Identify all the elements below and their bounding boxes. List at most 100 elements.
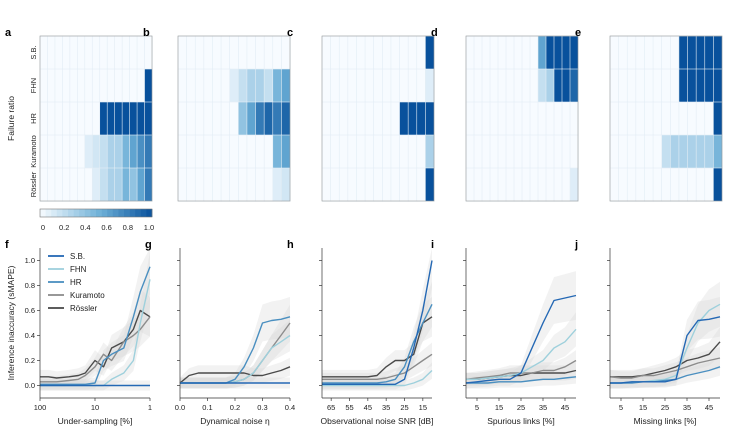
- heatmap-cell: [106, 167, 116, 202]
- heatmap-cell: [255, 68, 265, 103]
- heatmap-cell: [626, 35, 637, 70]
- heatmap-cell: [364, 35, 375, 70]
- heatmap-cell: [194, 134, 205, 169]
- colorbar-segment: [107, 209, 114, 217]
- x-axis-label: Missing links [%]: [634, 416, 697, 426]
- heatmap-cell: [537, 68, 547, 103]
- heatmap-cell: [220, 101, 231, 136]
- heatmap-cell: [203, 167, 214, 202]
- heatmap-cell: [687, 35, 697, 70]
- heatmap-cell: [54, 167, 64, 202]
- heatmap-cell: [481, 35, 491, 70]
- heatmap-cell: [62, 68, 71, 103]
- heatmap-cell: [545, 101, 555, 136]
- panel-label: i: [431, 239, 434, 251]
- heatmap-cell: [473, 167, 483, 202]
- heatmap-cell: [77, 101, 86, 136]
- heatmap-cell: [407, 167, 418, 202]
- heatmap-cell: [635, 101, 646, 136]
- colorbar-segment: [56, 209, 63, 217]
- colorbar-segment: [118, 209, 125, 217]
- x-tick-label: 45: [705, 403, 713, 412]
- x-tick-label: 0.0: [175, 403, 185, 412]
- panel-label: g: [145, 239, 152, 251]
- heatmap-cell: [505, 35, 515, 70]
- heatmap-cell: [220, 134, 231, 169]
- heatmap-cell: [84, 101, 93, 136]
- heatmap-cell: [246, 167, 257, 202]
- row-label: S.B.: [29, 45, 38, 59]
- heatmap-cell: [687, 134, 697, 169]
- x-tick-label: 15: [419, 403, 427, 412]
- x-tick-label: 1: [148, 403, 152, 412]
- x-tick-label: 15: [639, 403, 647, 412]
- x-tick-label: 100: [34, 403, 47, 412]
- heatmap-cell: [338, 134, 349, 169]
- heatmap-cell: [263, 167, 274, 202]
- heatmap-cell: [399, 134, 409, 169]
- heatmap-cell: [47, 35, 56, 70]
- heatmap-cell: [481, 101, 491, 136]
- uncertainty-band: [610, 327, 720, 384]
- uncertainty-band: [610, 347, 720, 385]
- heatmap-cell: [77, 134, 86, 169]
- colorbar-segment: [135, 209, 142, 217]
- colorbar-segment: [90, 209, 97, 217]
- y-tick-label: 1.0: [25, 256, 35, 265]
- colorbar-segment: [51, 209, 58, 217]
- colorbar: 0 0.2 0.4 0.6 0.8 1.0: [39, 208, 154, 232]
- heatmap-cell: [382, 68, 392, 103]
- x-tick-label: 55: [345, 403, 353, 412]
- heatmap-cell: [114, 167, 123, 202]
- series-line-rssler: [179, 366, 291, 384]
- heatmap-cell: [121, 134, 131, 169]
- uncertainty-band: [466, 271, 576, 389]
- heatmap-cell: [177, 167, 188, 202]
- plot-area: [322, 248, 432, 398]
- heatmap-cell: [489, 167, 499, 202]
- colorbar-frame: [39, 208, 153, 218]
- heatmap-cell: [129, 134, 138, 169]
- heatmap-cell: [618, 35, 628, 70]
- heatmap-cell: [321, 101, 332, 136]
- heatmap-cell: [481, 134, 491, 169]
- heatmap-cell: [330, 134, 340, 169]
- heatmap-cell: [39, 134, 49, 169]
- heatmap-cell: [618, 134, 628, 169]
- heatmap-cell: [54, 35, 64, 70]
- x-tick-label: 35: [382, 403, 390, 412]
- heatmap-cell: [373, 101, 383, 136]
- heatmap-cell: [407, 134, 418, 169]
- heatmap-cell: [99, 134, 108, 169]
- heatmap-cell: [626, 68, 637, 103]
- heatmap-cell: [144, 68, 153, 103]
- heatmap-cell: [553, 68, 563, 103]
- heatmap-cell: [203, 134, 214, 169]
- heatmap-cell: [106, 68, 116, 103]
- series-line-rssler: [322, 316, 433, 378]
- heatmap-cell: [144, 167, 153, 202]
- heatmap-cell: [497, 68, 507, 103]
- heatmap-cell: [695, 68, 706, 103]
- y-tick-label: 0.2: [25, 356, 35, 365]
- heatmap-cell: [513, 35, 523, 70]
- heatmap-cell: [416, 134, 426, 169]
- heatmap-cell: [255, 134, 265, 169]
- heatmap-cell: [569, 167, 579, 202]
- heatmap-cell: [661, 167, 671, 202]
- heatmap-cell: [561, 101, 571, 136]
- series-line-rssler: [40, 309, 151, 379]
- heatmap-cell: [416, 101, 426, 136]
- heatmap-cell: [489, 35, 499, 70]
- heatmap-cell: [114, 134, 123, 169]
- x-axis-label: Dynamical noise η: [200, 416, 270, 426]
- heatmap-cell: [272, 167, 282, 202]
- heatmap-cell: [186, 35, 196, 70]
- line-panel-j: j 5 15 25 35 45 Missing links [%]: [574, 239, 721, 426]
- heatmap-cell: [263, 35, 274, 70]
- heatmap-cell: [69, 167, 78, 202]
- heatmap-cell: [186, 134, 196, 169]
- legend-entry: FHN: [70, 265, 87, 274]
- heatmap-cell: [635, 35, 646, 70]
- heatmap-cell: [203, 35, 214, 70]
